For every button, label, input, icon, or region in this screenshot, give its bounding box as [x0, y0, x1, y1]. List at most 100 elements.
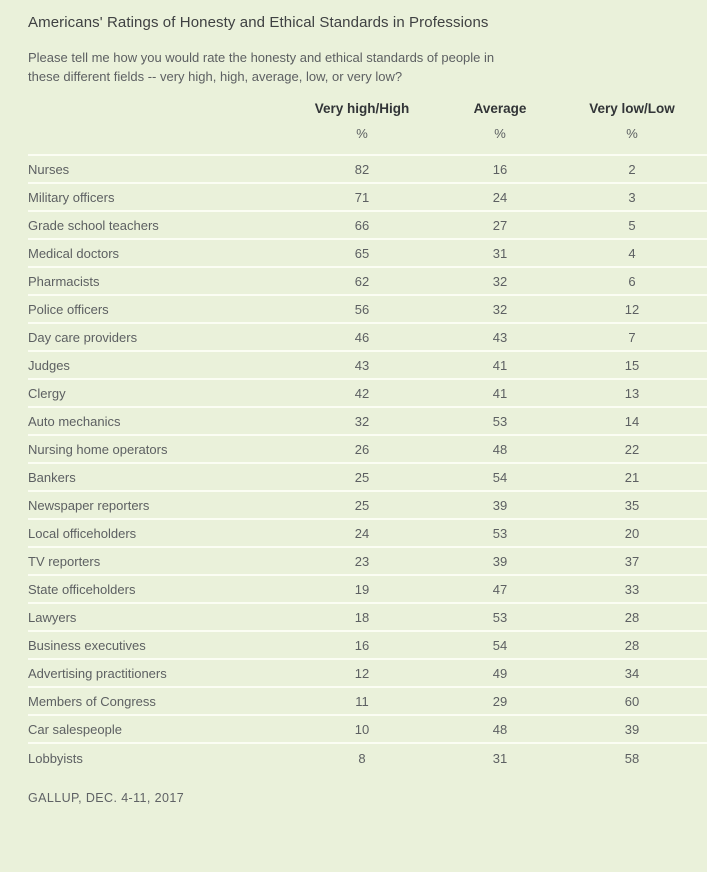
- profession-label: Pharmacists: [28, 273, 100, 289]
- value-very-low-low: 5: [628, 217, 636, 233]
- table-row: Business executives 16 54 28: [28, 632, 707, 660]
- value-very-low-low: 21: [624, 469, 640, 485]
- table-row: Grade school teachers 66 27 5: [28, 212, 707, 240]
- value-very-low-low: 28: [624, 609, 640, 625]
- value-very-low-low: 39: [624, 721, 640, 737]
- profession-label: Nursing home operators: [28, 441, 168, 457]
- survey-question-line-1: Please tell me how you would rate the ho…: [28, 50, 495, 65]
- value-average: 31: [492, 245, 508, 261]
- value-average: 32: [492, 301, 508, 317]
- value-very-high-high: 65: [354, 245, 370, 261]
- table-row: Advertising practitioners 12 49 34: [28, 660, 707, 688]
- value-average: 53: [492, 609, 508, 625]
- source-note: GALLUP, DEC. 4-11, 2017: [28, 791, 185, 805]
- table-row: Nursing home operators 26 48 22: [28, 436, 707, 464]
- value-average: 27: [492, 217, 508, 233]
- percent-symbol-col1: %: [356, 126, 368, 141]
- survey-question-line-2: these different fields -- very high, hig…: [28, 69, 403, 84]
- value-very-low-low: 4: [628, 245, 636, 261]
- value-very-low-low: 22: [624, 441, 640, 457]
- value-very-low-low: 14: [624, 413, 640, 429]
- profession-label: Advertising practitioners: [28, 665, 167, 681]
- table-row: Members of Congress 11 29 60: [28, 688, 707, 716]
- value-average: 43: [492, 329, 508, 345]
- column-header-average: Average: [473, 100, 527, 116]
- value-very-high-high: 42: [354, 385, 370, 401]
- value-very-high-high: 56: [354, 301, 370, 317]
- table-row: Bankers 25 54 21: [28, 464, 707, 492]
- value-average: 49: [492, 665, 508, 681]
- table-row: Medical doctors 65 31 4: [28, 240, 707, 268]
- value-very-high-high: 62: [354, 273, 370, 289]
- value-very-low-low: 3: [628, 189, 636, 205]
- value-very-high-high: 12: [354, 665, 370, 681]
- value-very-low-low: 37: [624, 553, 640, 569]
- value-very-high-high: 26: [354, 441, 370, 457]
- value-very-low-low: 7: [628, 329, 636, 345]
- gallup-ratings-report: Americans' Ratings of Honesty and Ethica…: [28, 14, 707, 805]
- profession-label: Police officers: [28, 301, 109, 317]
- profession-label: Lawyers: [28, 609, 77, 625]
- profession-label: Bankers: [28, 469, 76, 485]
- value-very-high-high: 82: [354, 161, 370, 177]
- profession-label: Grade school teachers: [28, 217, 159, 233]
- value-very-high-high: 18: [354, 609, 370, 625]
- table-row: Military officers 71 24 3: [28, 184, 707, 212]
- table-row: Judges 43 41 15: [28, 352, 707, 380]
- table-row: Pharmacists 62 32 6: [28, 268, 707, 296]
- survey-question: Please tell me how you would rate the ho…: [28, 48, 679, 86]
- value-very-low-low: 34: [624, 665, 640, 681]
- value-very-low-low: 35: [624, 497, 640, 513]
- profession-label: Auto mechanics: [28, 413, 121, 429]
- profession-label: Clergy: [28, 385, 66, 401]
- value-average: 39: [492, 497, 508, 513]
- table-row: Local officeholders 24 53 20: [28, 520, 707, 548]
- value-very-low-low: 20: [624, 525, 640, 541]
- ratings-table: Very high/High Average Very low/Low % % …: [28, 99, 707, 772]
- column-header-very-high-high: Very high/High: [314, 100, 410, 116]
- value-average: 16: [492, 161, 508, 177]
- value-average: 47: [492, 581, 508, 597]
- value-average: 32: [492, 273, 508, 289]
- table-row: TV reporters 23 39 37: [28, 548, 707, 576]
- profession-label: Military officers: [28, 189, 115, 205]
- value-average: 48: [492, 721, 508, 737]
- profession-label: Car salespeople: [28, 721, 122, 737]
- value-very-high-high: 66: [354, 217, 370, 233]
- profession-label: Nurses: [28, 161, 70, 177]
- value-very-low-low: 58: [624, 750, 640, 766]
- value-very-high-high: 23: [354, 553, 370, 569]
- profession-label: Newspaper reporters: [28, 497, 150, 513]
- profession-label: TV reporters: [28, 553, 101, 569]
- value-average: 24: [492, 189, 508, 205]
- profession-label: Members of Congress: [28, 693, 156, 709]
- value-very-low-low: 28: [624, 637, 640, 653]
- value-very-high-high: 19: [354, 581, 370, 597]
- profession-label: Business executives: [28, 637, 146, 653]
- value-average: 53: [492, 413, 508, 429]
- table-unit-row: % % %: [28, 126, 707, 156]
- table-row: Clergy 42 41 13: [28, 380, 707, 408]
- table-body: Nurses 82 16 2 Military officers 71 24 3…: [28, 156, 707, 772]
- value-very-high-high: 25: [354, 469, 370, 485]
- column-header-very-low-low: Very low/Low: [589, 100, 675, 116]
- profession-label: Day care providers: [28, 329, 138, 345]
- value-very-high-high: 32: [354, 413, 370, 429]
- value-very-high-high: 43: [354, 357, 370, 373]
- value-average: 54: [492, 469, 508, 485]
- value-average: 31: [492, 750, 508, 766]
- value-very-high-high: 16: [354, 637, 370, 653]
- value-average: 29: [492, 693, 508, 709]
- value-very-low-low: 13: [624, 385, 640, 401]
- table-row: State officeholders 19 47 33: [28, 576, 707, 604]
- value-very-high-high: 46: [354, 329, 370, 345]
- value-average: 41: [492, 385, 508, 401]
- value-very-high-high: 10: [354, 721, 370, 737]
- value-very-low-low: 15: [624, 357, 640, 373]
- value-very-high-high: 71: [354, 189, 370, 205]
- profession-label: Judges: [28, 357, 70, 373]
- value-average: 54: [492, 637, 508, 653]
- value-very-high-high: 8: [358, 750, 366, 766]
- profession-label: Local officeholders: [28, 525, 137, 541]
